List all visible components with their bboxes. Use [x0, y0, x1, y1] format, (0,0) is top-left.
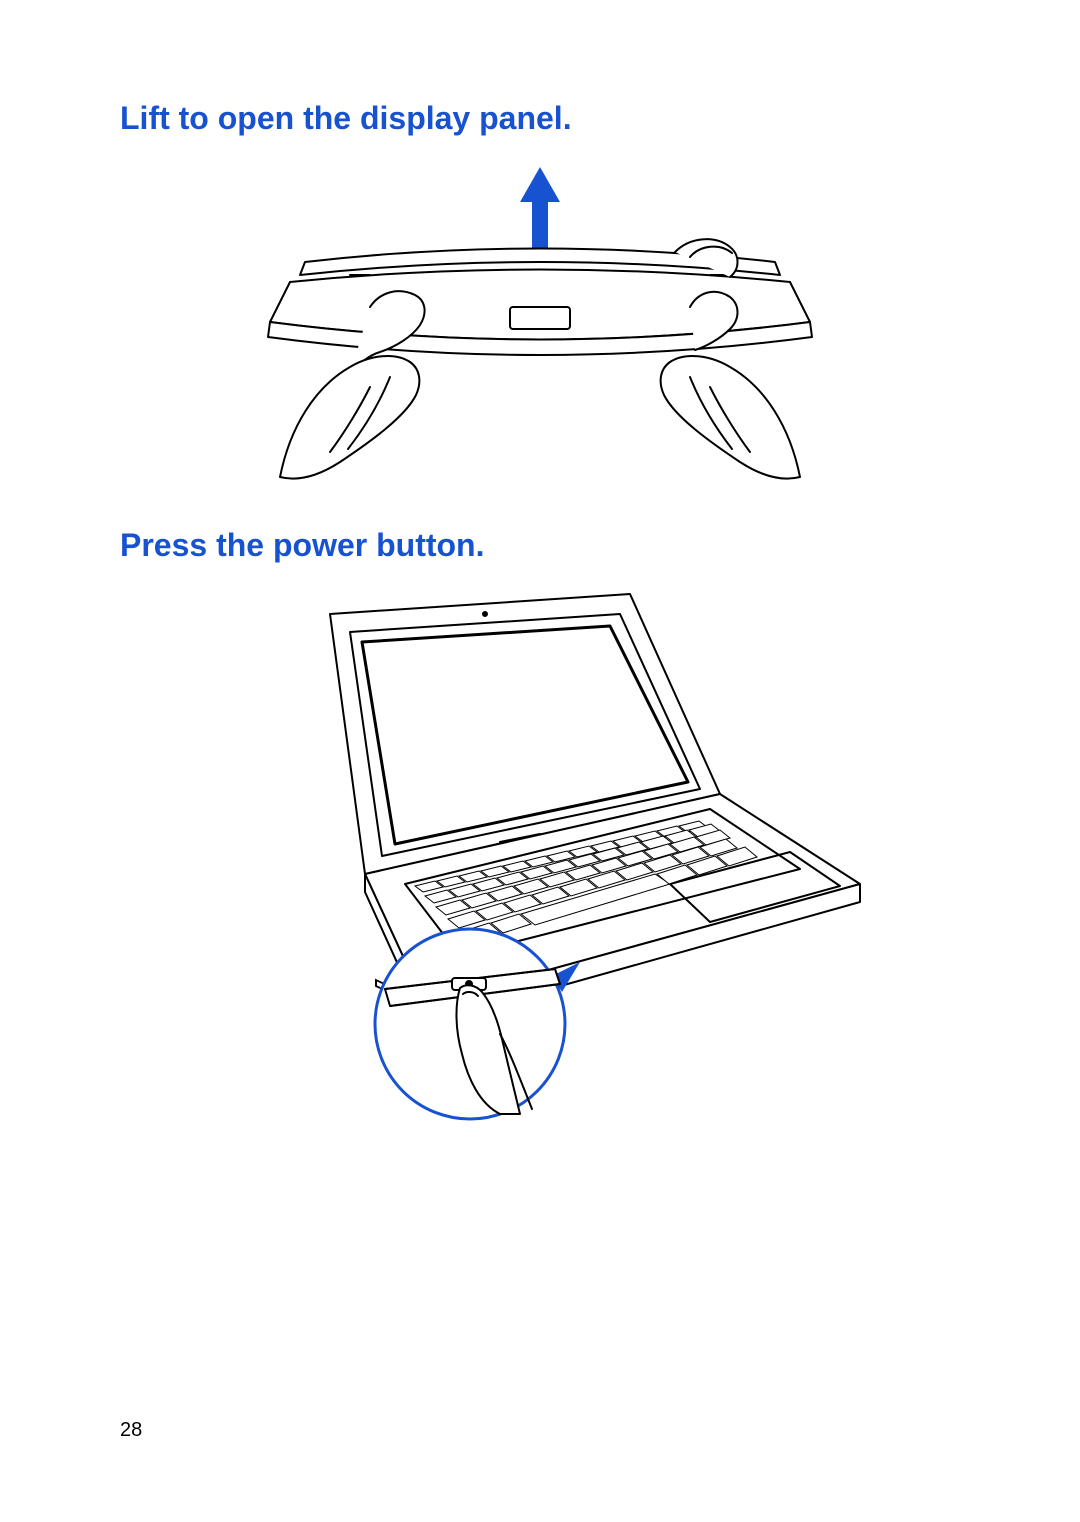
- heading-power: Press the power button.: [120, 527, 960, 564]
- heading-lift: Lift to open the display panel.: [120, 100, 960, 137]
- up-arrow-icon: [520, 167, 560, 252]
- figure-press-power: [120, 584, 960, 1124]
- press-power-illustration: [200, 584, 880, 1124]
- lift-open-illustration: [220, 157, 860, 487]
- figure-lift-open: [120, 157, 960, 487]
- manual-page: Lift to open the display panel.: [0, 0, 1080, 1522]
- page-number: 28: [120, 1419, 142, 1442]
